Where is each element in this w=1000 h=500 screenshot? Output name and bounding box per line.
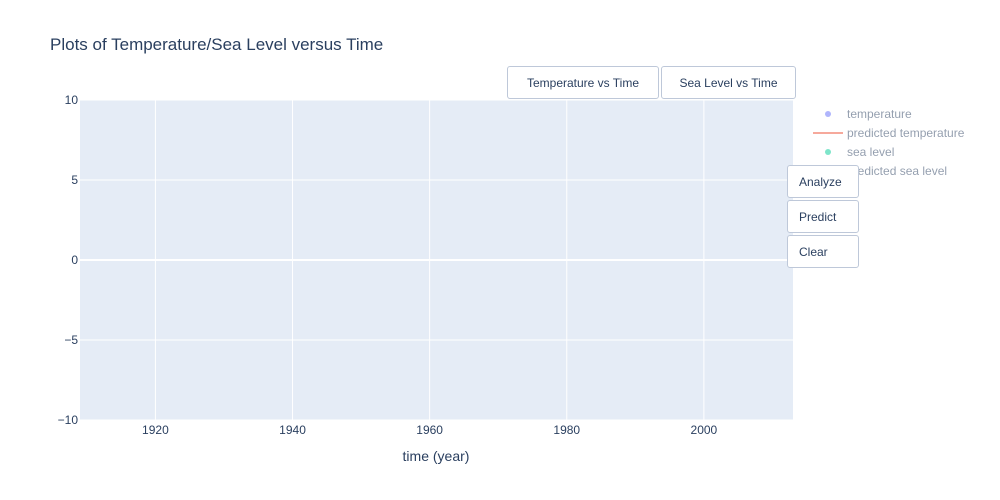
clear-button[interactable]: Clear [787, 235, 859, 268]
legend-item[interactable]: temperature [825, 107, 912, 121]
chart-title: Plots of Temperature/Sea Level versus Ti… [50, 35, 383, 54]
legend-marker-icon [825, 149, 831, 155]
x-tick-label: 1960 [416, 423, 443, 437]
temperature-vs-time-button[interactable]: Temperature vs Time [507, 66, 659, 99]
legend-label: temperature [847, 107, 912, 121]
gridlines [80, 99, 793, 421]
x-tick-label: 1940 [279, 423, 306, 437]
x-tick-label: 2000 [691, 423, 718, 437]
x-axis-title: time (year) [403, 448, 470, 464]
legend-label: predicted temperature [847, 126, 965, 140]
y-tick-label: −10 [58, 413, 79, 427]
y-tick-label: 0 [71, 253, 78, 267]
y-tick-label: 5 [71, 173, 78, 187]
legend-item[interactable]: sea level [825, 145, 894, 159]
x-tick-label: 1920 [142, 423, 169, 437]
legend-label: sea level [847, 145, 894, 159]
legend-marker-icon [825, 111, 831, 117]
legend-item[interactable]: predicted temperature [813, 126, 965, 140]
tick-labels: 1920 1940 1960 1980 2000 10 5 0 −5 −10 [58, 93, 718, 437]
y-tick-label: −5 [64, 333, 78, 347]
x-tick-label: 1980 [553, 423, 580, 437]
legend: temperature predicted temperature sea leve… [813, 107, 965, 178]
analyze-button[interactable]: Analyze [787, 165, 859, 198]
sea-level-vs-time-button[interactable]: Sea Level vs Time [661, 66, 796, 99]
predict-button[interactable]: Predict [787, 200, 859, 233]
legend-label: predicted sea level [847, 164, 947, 178]
y-tick-label: 10 [65, 93, 79, 107]
